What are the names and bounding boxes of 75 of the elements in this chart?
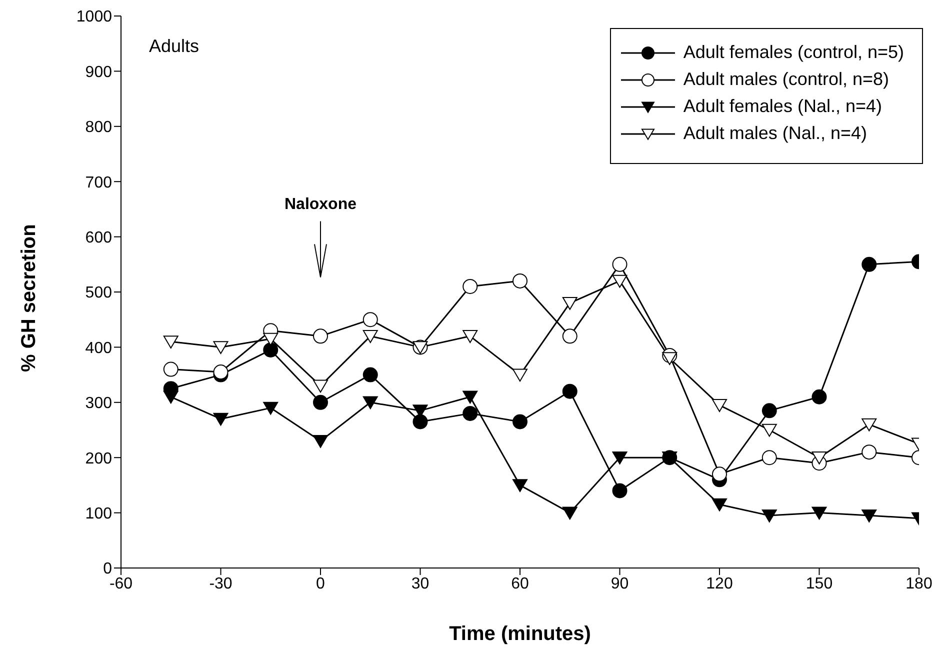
point xyxy=(512,414,528,430)
point xyxy=(762,509,777,522)
point xyxy=(812,389,827,404)
point xyxy=(462,390,478,404)
x-axis-title: Time (minutes) xyxy=(449,623,591,645)
point xyxy=(462,278,478,294)
y-tick-label: 600 xyxy=(85,229,112,246)
y-tick-label: 200 xyxy=(85,450,112,468)
point xyxy=(263,332,278,346)
point xyxy=(562,296,578,310)
point xyxy=(612,452,628,464)
point xyxy=(362,330,378,343)
y-tick-label: 300 xyxy=(85,395,112,412)
x-tick-label: -30 xyxy=(209,575,232,592)
point xyxy=(712,399,727,412)
point xyxy=(862,444,877,460)
point xyxy=(163,390,178,404)
y-tick-label: 800 xyxy=(85,119,112,136)
point xyxy=(462,330,478,343)
point xyxy=(862,509,877,522)
legend-label: Adult females (Nal., n=4) xyxy=(683,96,882,117)
point xyxy=(762,450,777,466)
legend-label: Adult females (control, n=5) xyxy=(683,42,904,63)
point xyxy=(213,412,228,426)
y-tick-label: 500 xyxy=(85,284,112,302)
point xyxy=(612,274,628,288)
point xyxy=(512,273,528,288)
point xyxy=(662,352,678,366)
legend-label: Adult males (control, n=8) xyxy=(683,69,889,90)
y-tick-label: 100 xyxy=(85,505,112,522)
point xyxy=(562,384,578,399)
point xyxy=(362,312,378,328)
x-tick-label: 0 xyxy=(316,575,326,592)
x-tick-label: 180 xyxy=(906,575,932,592)
y-tick-label: 0 xyxy=(103,560,112,578)
point xyxy=(762,403,777,418)
point xyxy=(862,418,877,432)
y-tick-label: 900 xyxy=(85,64,112,81)
x-tick-label: -60 xyxy=(109,575,133,592)
x-tick-label: 90 xyxy=(610,575,629,592)
point xyxy=(712,466,727,482)
point xyxy=(462,406,478,421)
point xyxy=(263,402,278,415)
x-tick-label: 120 xyxy=(706,575,733,592)
point xyxy=(362,396,378,410)
point xyxy=(512,479,528,492)
x-tick-label: 30 xyxy=(411,575,430,592)
point xyxy=(612,483,628,498)
legend-label: Adult males (Nal., n=4) xyxy=(683,123,867,144)
point xyxy=(512,368,528,382)
point xyxy=(163,336,178,348)
point xyxy=(313,394,328,410)
point xyxy=(213,341,228,354)
annotation: Naloxone xyxy=(284,196,357,214)
point xyxy=(313,434,328,448)
point xyxy=(612,256,628,272)
y-tick-label: 700 xyxy=(85,174,112,192)
point xyxy=(412,414,428,430)
y-tick-label: 400 xyxy=(85,340,112,357)
point xyxy=(762,424,777,437)
point xyxy=(362,367,378,382)
annotation: Adults xyxy=(149,36,200,56)
point xyxy=(862,256,877,272)
point xyxy=(313,328,328,344)
point xyxy=(263,342,278,358)
point xyxy=(812,452,827,464)
point xyxy=(712,498,727,512)
point xyxy=(562,506,578,520)
point xyxy=(562,328,578,344)
point xyxy=(313,380,328,393)
y-tick-label: 1000 xyxy=(76,8,112,26)
x-tick-label: 150 xyxy=(806,575,833,592)
x-tick-label: 60 xyxy=(511,575,529,592)
y-axis-title: % GH secretion xyxy=(18,224,40,372)
point xyxy=(812,506,827,520)
